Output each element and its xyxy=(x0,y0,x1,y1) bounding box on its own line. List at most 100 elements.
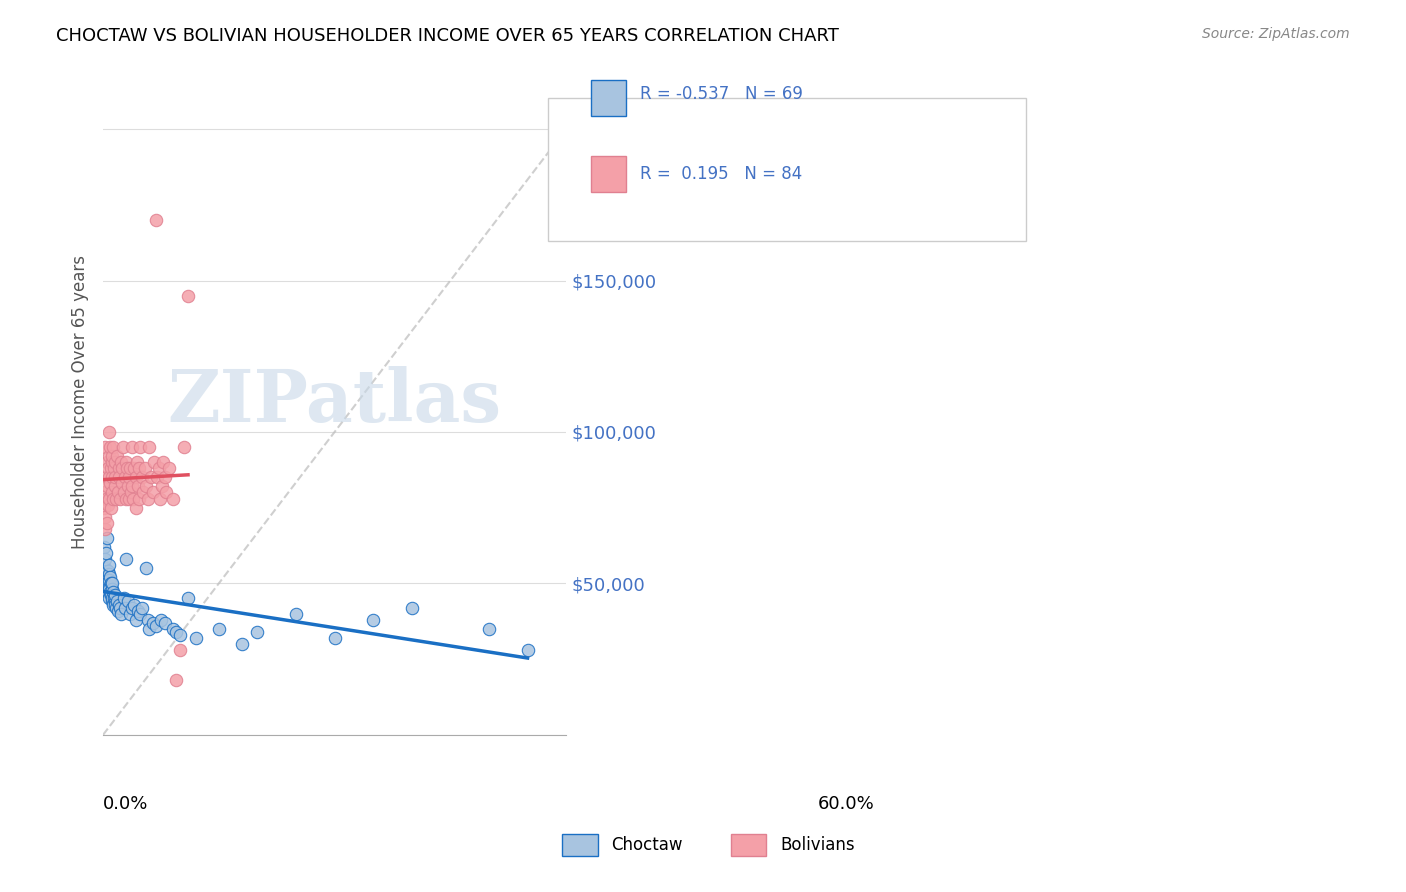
Point xyxy=(152,455,174,469)
Point xyxy=(98,582,121,597)
Point xyxy=(131,600,153,615)
Point xyxy=(129,440,152,454)
Point xyxy=(101,576,124,591)
Point xyxy=(150,479,173,493)
Point xyxy=(97,498,120,512)
Point xyxy=(94,552,117,566)
Point xyxy=(142,615,165,630)
Point xyxy=(111,485,134,500)
Point xyxy=(97,470,120,484)
Point xyxy=(105,594,128,608)
Point xyxy=(100,589,122,603)
Point xyxy=(94,570,117,584)
Point xyxy=(100,461,122,475)
Text: ZIPatlas: ZIPatlas xyxy=(167,366,502,437)
Point xyxy=(93,485,115,500)
Point xyxy=(97,564,120,578)
Point xyxy=(96,546,118,560)
Point xyxy=(96,516,118,530)
Point xyxy=(96,470,118,484)
Point xyxy=(149,491,172,506)
Point xyxy=(138,440,160,454)
Point xyxy=(100,485,122,500)
Point xyxy=(401,600,423,615)
Point xyxy=(108,491,131,506)
Point xyxy=(148,461,170,475)
Point xyxy=(132,485,155,500)
Point xyxy=(361,613,384,627)
Point xyxy=(108,470,131,484)
Point xyxy=(94,440,117,454)
Point xyxy=(124,470,146,484)
Point xyxy=(112,591,135,606)
Point xyxy=(115,455,138,469)
Point xyxy=(103,591,125,606)
Point xyxy=(101,470,124,484)
Text: Choctaw: Choctaw xyxy=(612,836,683,854)
Point xyxy=(128,461,150,475)
Point xyxy=(135,479,157,493)
Point xyxy=(117,594,139,608)
Point xyxy=(104,470,127,484)
Point xyxy=(125,455,148,469)
Point xyxy=(114,470,136,484)
Point xyxy=(162,622,184,636)
Point xyxy=(157,461,180,475)
Point xyxy=(145,213,167,227)
Point xyxy=(177,591,200,606)
Point xyxy=(100,594,122,608)
Point xyxy=(98,449,121,463)
Point xyxy=(105,600,128,615)
Point xyxy=(104,594,127,608)
Text: R =  0.195   N = 84: R = 0.195 N = 84 xyxy=(640,165,801,183)
Point xyxy=(150,613,173,627)
Point xyxy=(101,598,124,612)
Point xyxy=(122,491,145,506)
Point xyxy=(139,470,162,484)
Point xyxy=(120,485,142,500)
Point xyxy=(121,440,143,454)
Point xyxy=(101,591,124,606)
Point xyxy=(478,622,501,636)
Point xyxy=(121,600,143,615)
Point xyxy=(135,561,157,575)
Point xyxy=(112,440,135,454)
Point xyxy=(118,470,141,484)
Point xyxy=(117,491,139,506)
Point xyxy=(93,540,115,554)
Point xyxy=(107,461,129,475)
Point xyxy=(105,449,128,463)
Point xyxy=(169,643,191,657)
Point xyxy=(104,598,127,612)
Point xyxy=(177,288,200,302)
Text: 0.0%: 0.0% xyxy=(103,795,149,813)
Point xyxy=(98,574,121,588)
Point xyxy=(516,643,538,657)
Point xyxy=(100,582,122,597)
Point xyxy=(97,558,120,573)
Point xyxy=(107,598,129,612)
Point xyxy=(125,500,148,515)
Point xyxy=(208,622,231,636)
Point xyxy=(146,470,169,484)
Point xyxy=(120,461,142,475)
Point xyxy=(124,613,146,627)
Point xyxy=(98,585,121,599)
Point xyxy=(101,449,124,463)
Point xyxy=(155,485,177,500)
Point xyxy=(107,604,129,618)
Point xyxy=(231,637,253,651)
Text: 60.0%: 60.0% xyxy=(818,795,875,813)
Point xyxy=(103,461,125,475)
Y-axis label: Householder Income Over 65 years: Householder Income Over 65 years xyxy=(72,254,89,549)
Point xyxy=(93,522,115,536)
Point xyxy=(184,631,207,645)
Point xyxy=(112,485,135,500)
Point xyxy=(104,589,127,603)
Point xyxy=(117,479,139,493)
Point xyxy=(96,479,118,493)
Point xyxy=(97,461,120,475)
Point xyxy=(101,440,124,454)
Point xyxy=(97,567,120,582)
Point xyxy=(162,491,184,506)
